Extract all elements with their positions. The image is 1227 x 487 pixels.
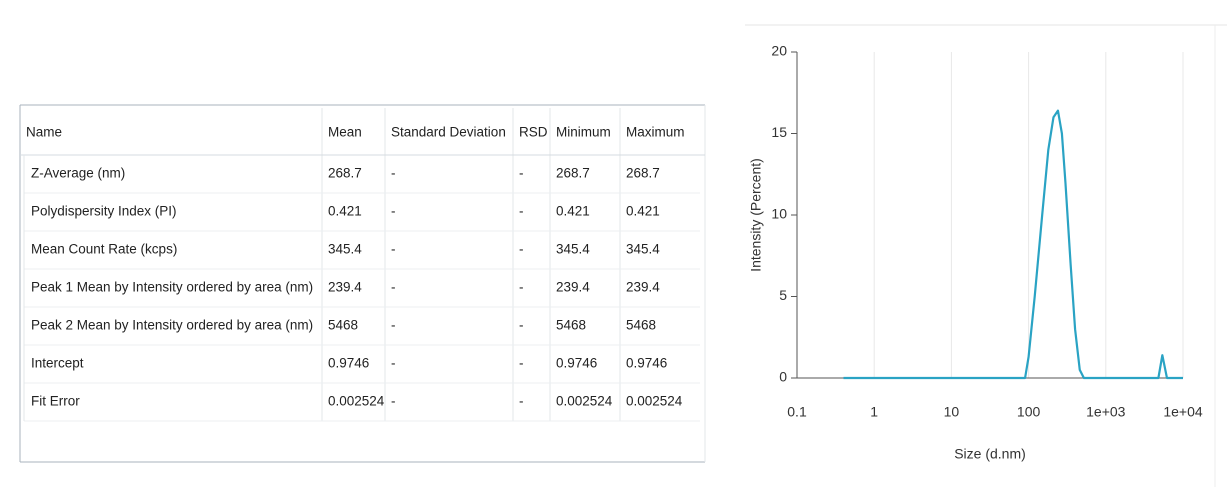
cell: - [391,280,396,295]
table: Name Mean Standard Deviation RSD Minimum Maxi… [20,108,705,422]
cell: 268.7 [328,166,362,181]
cell: Mean Count Rate (kcps) [31,242,177,257]
header-cell: Name [26,125,62,140]
cell: Z-Average (nm) [31,166,125,181]
header-cell: Mean [328,125,362,140]
cell: Polydispersity Index (PI) [31,204,177,219]
x-tick-label: 10 [944,404,960,420]
cell: 5468 [328,318,358,333]
cell: - [519,280,524,295]
header-cell: Minimum [556,125,611,140]
cell: Fit Error [31,394,80,409]
y-tick-label: 10 [771,206,787,222]
x-tick-label: 0.1 [787,404,807,420]
cell: 239.4 [626,280,660,295]
y-tick-label: 0 [779,369,787,385]
y-tick-label: 20 [771,43,787,59]
cell: 0.9746 [626,356,667,371]
cell: Intercept [31,356,84,371]
data-line [843,109,1183,380]
cell: 0.421 [556,204,590,219]
cell: 268.7 [556,166,590,181]
cell: - [391,166,396,181]
cell: - [391,204,396,219]
header-cell: Standard Deviation [391,125,506,140]
table-frame [20,105,705,462]
cell: Peak 1 Mean by Intensity ordered by area… [31,280,313,295]
cell: - [391,356,396,371]
cell: 0.421 [328,204,362,219]
cell: - [391,318,396,333]
cell: 239.4 [328,280,362,295]
header-cell: Maximum [626,125,685,140]
y-axis-label: Intensity (Percent) [748,158,764,272]
x-tick-label: 1 [870,404,878,420]
cell: - [519,356,524,371]
cell: 5468 [556,318,586,333]
x-axis-label: Size (d.nm) [954,446,1026,462]
cell: 0.9746 [328,356,369,371]
cell: 0.9746 [556,356,597,371]
cell: 268.7 [626,166,660,181]
y-tick-label: 5 [779,287,787,303]
cell: 345.4 [626,242,660,257]
cell: - [391,242,396,257]
cell: 345.4 [556,242,590,257]
cell: 239.4 [556,280,590,295]
x-tick-label: 1e+03 [1086,404,1126,420]
cell: 0.002524 [328,394,385,409]
header-cell: RSD [519,125,548,140]
cell: 5468 [626,318,656,333]
cell: 0.421 [626,204,660,219]
cell: - [519,394,524,409]
cell: - [519,204,524,219]
chart: Intensity (Percent) Size (d.nm) 0.1 1 10 10… [748,43,1203,462]
x-tick-label: 1e+04 [1163,404,1203,420]
cell: 345.4 [328,242,362,257]
y-tick-label: 15 [771,124,787,140]
cell: 0.002524 [626,394,683,409]
cell: - [391,394,396,409]
cell: 0.002524 [556,394,613,409]
cell: - [519,166,524,181]
cell: - [519,242,524,257]
x-tick-label: 100 [1017,404,1041,420]
cell: - [519,318,524,333]
cell: Peak 2 Mean by Intensity ordered by area… [31,318,313,333]
